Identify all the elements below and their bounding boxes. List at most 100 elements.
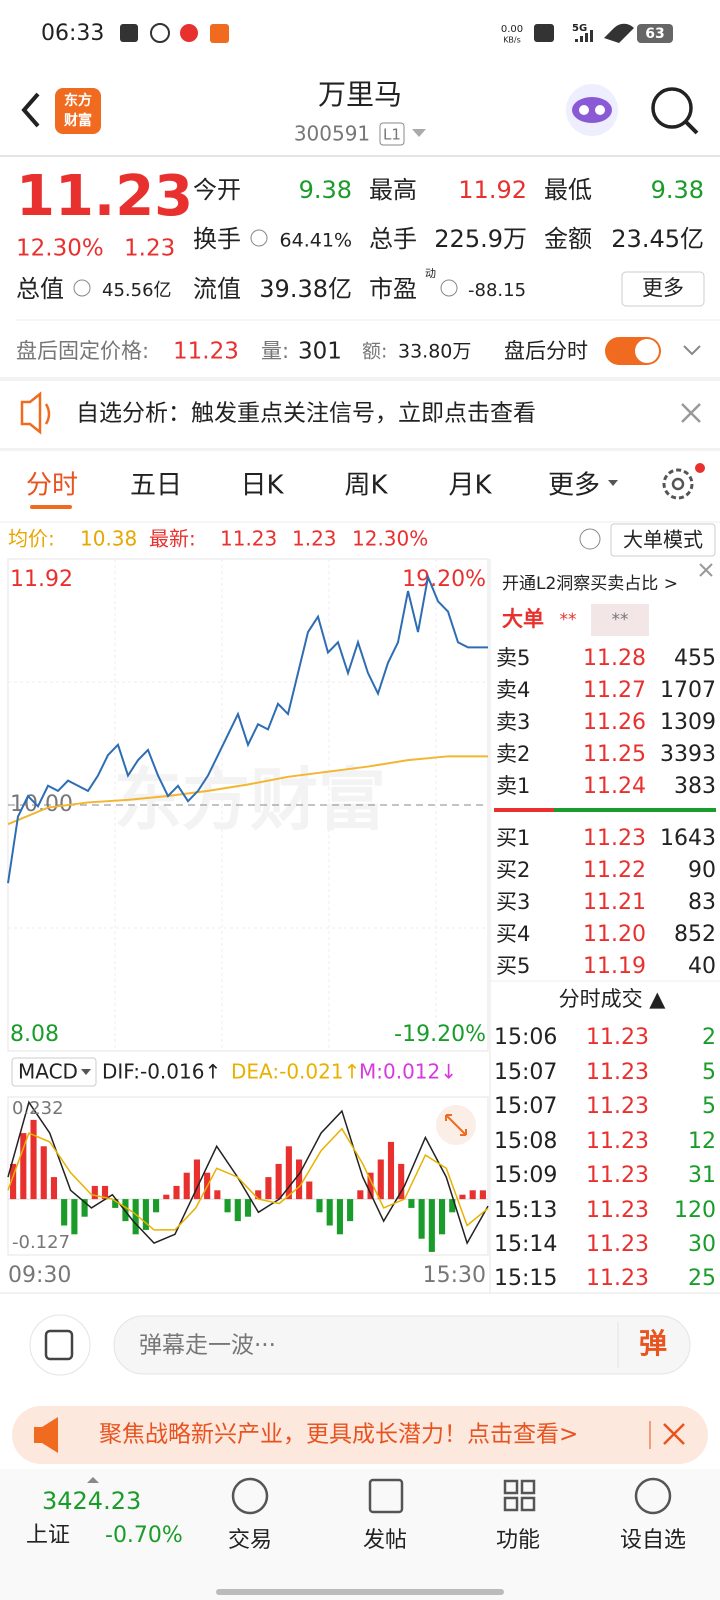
trade-volume: 120 — [674, 1198, 716, 1223]
trade-time: 15:06 — [494, 1025, 557, 1050]
trade-time: 15:08 — [494, 1129, 557, 1154]
field-label: 最低 — [544, 176, 592, 204]
ad-banner[interactable] — [12, 1406, 708, 1464]
search-icon[interactable] — [651, 87, 693, 129]
trade-volume: 5 — [702, 1060, 716, 1085]
book-volume: 3393 — [660, 742, 716, 767]
tab[interactable]: 周K — [344, 471, 388, 501]
settings-icon[interactable] — [662, 468, 694, 500]
trade-volume: 25 — [688, 1266, 716, 1291]
book-price: 11.24 — [583, 774, 646, 799]
macd-tick-label: -0.127 — [12, 1232, 70, 1253]
expand-arrow[interactable] — [683, 345, 701, 356]
comment-placeholder: 弹幕走一波··· — [139, 1333, 276, 1359]
trades-title[interactable]: 分时成交 ▲ — [559, 987, 667, 1011]
macd-bar — [214, 1190, 221, 1200]
home-indicator — [216, 1589, 504, 1595]
comment-icon[interactable] — [29, 1314, 91, 1376]
macd-bar — [10, 1163, 17, 1200]
macd-bar — [71, 1199, 78, 1235]
trade-price: 11.23 — [586, 1094, 649, 1119]
trade-price: 11.23 — [586, 1060, 649, 1085]
info-icon[interactable] — [440, 279, 458, 297]
nav-label[interactable]: 功能 — [496, 1528, 540, 1553]
trade-time: 15:14 — [494, 1232, 557, 1257]
status-icon — [120, 24, 138, 42]
nav-label[interactable]: 发帖 — [363, 1528, 407, 1553]
macd-bar — [224, 1199, 231, 1213]
book-label: 买3 — [496, 890, 530, 914]
hd-icon — [534, 24, 554, 42]
watermark: 东方财富 — [114, 762, 386, 841]
field-value: -88.15 — [468, 280, 526, 301]
macd-bar — [265, 1177, 272, 1200]
trade-volume: 30 — [688, 1232, 716, 1257]
field-label: 最高 — [369, 176, 417, 204]
mode-button[interactable] — [610, 523, 716, 557]
index-value[interactable]: 3424.23 — [42, 1487, 141, 1515]
close-ad[interactable] — [663, 1423, 685, 1445]
macd-bar — [398, 1163, 405, 1200]
help-icon[interactable] — [579, 528, 601, 550]
info-icon[interactable] — [73, 279, 91, 297]
macd-bar — [367, 1172, 374, 1200]
status-icon — [180, 24, 198, 42]
book-label: 卖3 — [496, 710, 530, 734]
notice-text[interactable]: 自选分析：触发重点关注信号，立即点击查看 — [76, 401, 536, 427]
nav-label[interactable]: 设自选 — [620, 1528, 686, 1553]
signal-icon — [575, 30, 593, 42]
battery-level: 63 — [645, 26, 664, 42]
back-button[interactable] — [21, 92, 40, 128]
trade-time: 15:07 — [494, 1094, 557, 1119]
macd-bar — [387, 1141, 395, 1200]
tab[interactable]: 五日 — [130, 471, 182, 501]
book-price: 11.28 — [583, 646, 646, 671]
status-icon — [210, 24, 229, 43]
book-price: 11.26 — [583, 710, 646, 735]
ah-toggle-label: 盘后分时 — [504, 339, 588, 363]
tab[interactable]: 日K — [240, 471, 284, 501]
book-price: 11.25 — [583, 742, 646, 767]
network: 5G — [572, 23, 587, 34]
info-icon[interactable] — [250, 229, 268, 247]
book-volume: 90 — [688, 858, 716, 883]
latest-change: 1.23 — [292, 527, 337, 551]
indicator-select[interactable] — [11, 1057, 97, 1087]
l2-title[interactable]: 开通L2洞察买卖占比 > — [502, 574, 678, 594]
macd-bar — [336, 1199, 343, 1235]
logo-text: 东方 — [64, 92, 92, 109]
mode-label: 大单模式 — [623, 528, 703, 552]
book-volume: 40 — [688, 954, 716, 979]
bottom-nav — [0, 1469, 720, 1600]
macd-bar — [81, 1199, 88, 1217]
tab[interactable]: 分时 — [26, 471, 78, 501]
close-notice[interactable] — [681, 403, 701, 423]
nav-icon — [503, 1479, 536, 1512]
trade-price: 11.23 — [586, 1266, 649, 1291]
nav-icon — [368, 1478, 404, 1514]
book-label: 卖2 — [496, 742, 530, 766]
danmu-button[interactable]: 弹 — [639, 1327, 667, 1360]
nav-label[interactable]: 交易 — [228, 1528, 272, 1553]
x-label: 09:30 — [8, 1263, 71, 1288]
status-icon — [150, 23, 170, 43]
ad-text[interactable]: 聚焦战略新兴产业，更具成长潜力！点击查看> — [99, 1422, 578, 1448]
separator — [0, 448, 720, 451]
macd-bar — [296, 1159, 303, 1200]
trade-time: 15:13 — [494, 1198, 557, 1223]
tab[interactable]: 更多 — [548, 471, 600, 501]
macd-bar — [30, 1119, 37, 1200]
ah-amt: 33.80万 — [398, 341, 471, 363]
avg-value: 10.38 — [80, 527, 137, 551]
tab[interactable]: 月K — [448, 471, 492, 501]
book-label: 买1 — [496, 826, 530, 850]
speaker-icon — [20, 391, 42, 435]
field-value: 9.38 — [299, 176, 352, 204]
field-label: 总手 — [369, 225, 417, 253]
more-button[interactable] — [621, 271, 705, 307]
ah-price: 11.23 — [173, 339, 239, 365]
comment-input[interactable] — [113, 1315, 691, 1375]
close-panel[interactable] — [699, 563, 713, 577]
macd-bar — [408, 1199, 415, 1208]
